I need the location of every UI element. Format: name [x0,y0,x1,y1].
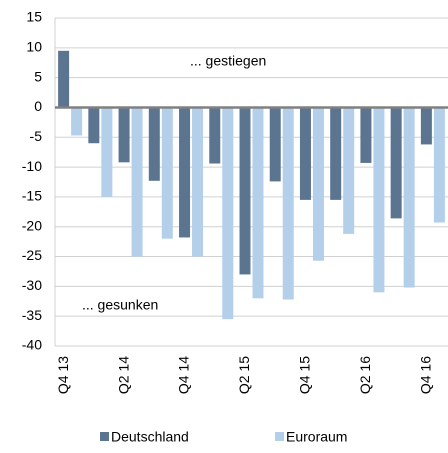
y-tick-label: 15 [26,9,42,25]
legend-swatch [100,432,109,441]
y-tick-label: -30 [22,277,42,293]
annotation: ... gesunken [82,297,158,313]
bar [403,107,415,288]
legend-label: Deutschland [111,429,189,445]
bar [433,107,445,223]
x-tick-label: Q2 14 [115,356,131,394]
bar [101,107,113,197]
y-tick-label: 0 [34,98,42,114]
bar [299,107,311,200]
legend-label: Euroraum [286,429,347,445]
bar [373,107,385,293]
y-tick-label: -25 [22,247,42,263]
x-tick-label: Q4 15 [297,356,313,394]
x-tick-label: Q2 15 [236,356,252,394]
bar [312,107,324,261]
y-tick-label: -20 [22,217,42,233]
bar [239,107,251,275]
x-tick-label: Q4 13 [55,356,71,394]
bar [330,107,342,200]
legend-swatch [275,432,284,441]
bars [58,50,445,320]
bar [161,107,173,239]
x-tick-label: Q4 16 [418,356,434,394]
x-tick-label: Q4 14 [176,356,192,394]
bar [420,107,432,145]
bar [390,107,402,219]
bar [192,107,204,257]
annotation: ... gestiegen [190,53,266,69]
y-tick-label: -35 [22,307,42,323]
bar [343,107,355,234]
y-tick-label: -10 [22,158,42,174]
bar [148,107,160,181]
bar [282,107,294,300]
bar [360,107,372,163]
bar [252,107,264,299]
bar [131,107,143,257]
bar [71,107,83,136]
bar [222,107,234,320]
y-tick-label: 10 [26,39,42,55]
y-tick-label: -40 [22,337,42,353]
y-tick-label: -5 [30,128,43,144]
bar [269,107,281,182]
bar [118,107,130,163]
x-tick-label: Q2 16 [357,356,373,394]
bar [179,107,191,238]
bar [209,107,221,164]
y-tick-label: 5 [34,68,42,84]
y-tick-label: -15 [22,188,42,204]
bar [88,107,100,144]
bar [58,50,70,108]
